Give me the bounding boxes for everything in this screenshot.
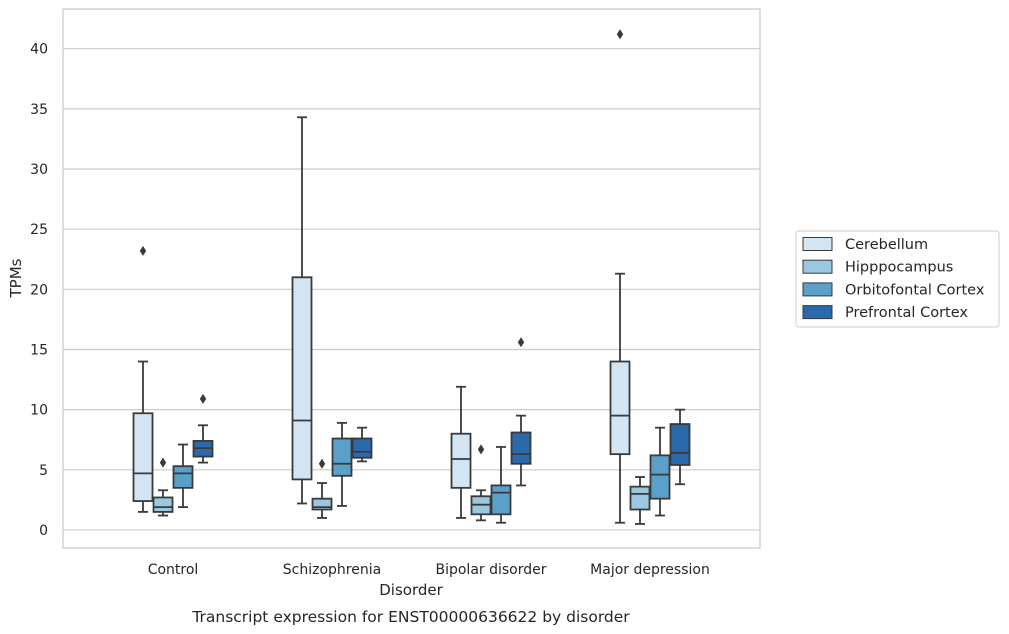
box-prefrontal-cortex (351, 426, 373, 463)
box-orbitofontal-cortex (172, 443, 194, 508)
box-prefrontal-cortex (669, 408, 691, 486)
iqr-box (351, 437, 373, 459)
box-hipppocampus (470, 444, 492, 522)
y-tick-label: 25 (30, 222, 48, 238)
box-cerebellum (291, 116, 313, 505)
y-tick-labels: 0 5 10 15 20 25 30 35 40 (30, 42, 48, 539)
outlier-point (159, 457, 167, 468)
y-tick-label: 5 (39, 463, 48, 479)
outlier-point (517, 337, 525, 348)
outlier-point (318, 458, 326, 469)
box-cerebellum (132, 245, 154, 513)
box-orbitofontal-cortex (490, 446, 512, 524)
plot-area (63, 9, 760, 548)
y-tick-label: 10 (30, 403, 48, 419)
box-hipppocampus (152, 457, 174, 517)
iqr-box (629, 485, 651, 511)
iqr-box (152, 496, 174, 513)
outlier-point (199, 393, 207, 404)
plot-frame (62, 8, 761, 549)
legend-label: Cerebellum (845, 237, 928, 253)
y-tick-label: 15 (30, 342, 48, 358)
iqr-box (490, 484, 512, 516)
box-orbitofontal-cortex (649, 426, 671, 517)
legend-label: Prefrontal Cortex (845, 305, 968, 321)
gridlines (63, 48, 760, 531)
outlier-point (616, 29, 624, 40)
box-cerebellum (450, 385, 472, 519)
x-tick-label: Bipolar disorder (435, 562, 546, 578)
iqr-box (311, 497, 333, 511)
y-tick-label: 40 (30, 42, 48, 58)
iqr-box (291, 276, 313, 481)
legend: Cerebellum Hipppocampus Orbitofontal Corte… (795, 230, 1000, 328)
x-axis-label: Disorder (379, 581, 443, 599)
boxes (132, 29, 691, 525)
y-tick-label: 0 (39, 523, 48, 539)
box-hipppocampus (311, 458, 333, 519)
iqr-box (450, 432, 472, 489)
chart-caption: Transcript expression for ENST0000063662… (191, 608, 630, 626)
legend-swatch (802, 259, 833, 274)
x-tick-label: Schizophrenia (283, 562, 381, 578)
box-orbitofontal-cortex (331, 421, 353, 507)
x-tick-label: Control (148, 562, 199, 578)
legend-label: Hipppocampus (845, 260, 953, 276)
iqr-box (132, 412, 154, 502)
iqr-box (331, 437, 353, 477)
iqr-box (609, 360, 631, 456)
legend-swatch (802, 237, 833, 251)
x-tick-label: Major depression (590, 562, 710, 578)
legend-swatch (802, 305, 833, 320)
y-axis-label: TPMs (7, 258, 25, 298)
y-tick-label: 30 (30, 162, 48, 178)
iqr-box (649, 454, 671, 500)
y-tick-label: 20 (30, 282, 48, 298)
legend-frame (795, 230, 1000, 328)
box-prefrontal-cortex (192, 393, 214, 464)
box-hipppocampus (629, 476, 651, 525)
iqr-box (669, 423, 691, 466)
outlier-point (139, 245, 147, 256)
legend-swatch (802, 282, 833, 297)
box-cerebellum (609, 29, 631, 524)
y-tick-label: 35 (30, 102, 48, 118)
x-tick-labels: Control Schizophrenia Bipolar disorder Majo… (148, 562, 710, 578)
iqr-box (172, 465, 194, 489)
outlier-point (477, 444, 485, 455)
box-prefrontal-cortex (510, 337, 532, 487)
legend-items: Cerebellum Hipppocampus Orbitofontal Corte… (802, 237, 985, 321)
legend-label: Orbitofontal Cortex (845, 282, 985, 298)
iqr-box (510, 431, 532, 465)
